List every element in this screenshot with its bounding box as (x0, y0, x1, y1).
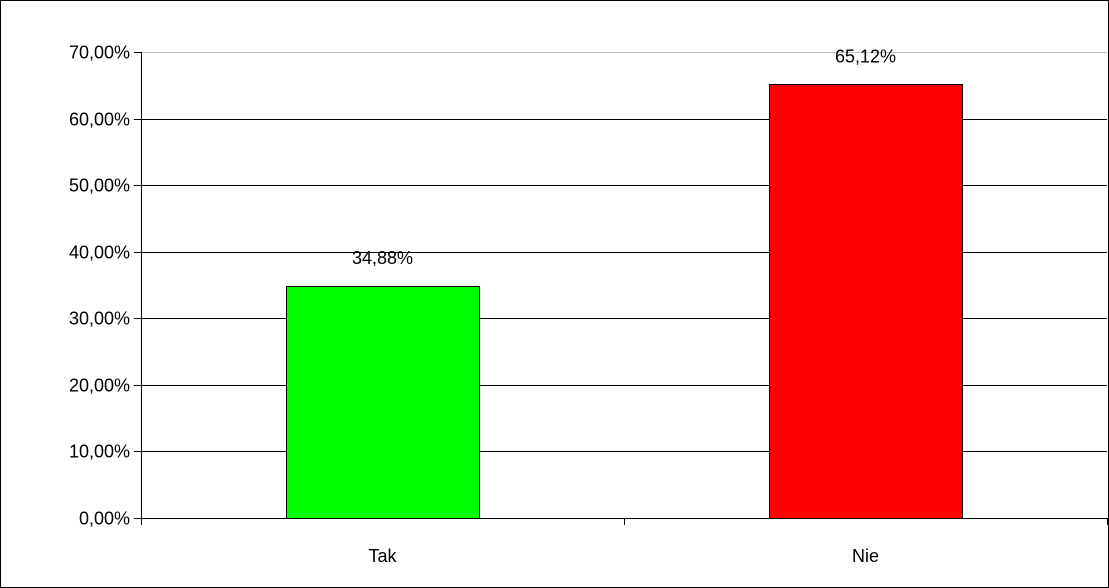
data-label-nie: 65,12% (835, 46, 896, 66)
y-tick-label: 70,00% (69, 43, 130, 63)
bar-tak (286, 286, 480, 519)
data-label-tak: 34,88% (352, 248, 413, 268)
y-tick-label: 60,00% (69, 110, 130, 130)
y-tick-label: 50,00% (69, 176, 130, 196)
y-tick-label: 20,00% (69, 376, 130, 396)
y-tick-label: 40,00% (69, 243, 130, 263)
bars (286, 84, 963, 519)
x-category-label-nie: Nie (852, 546, 879, 566)
axes (134, 52, 1108, 525)
x-category-label-tak: Tak (368, 546, 397, 566)
y-tick-label: 0,00% (79, 509, 130, 529)
labels: 0,00% 10,00% 20,00% 30,00% 40,00% 50,00% 60,00… (69, 43, 896, 567)
bar-nie (769, 84, 963, 519)
y-tick-label: 10,00% (69, 442, 130, 462)
y-tick-label: 30,00% (69, 309, 130, 329)
